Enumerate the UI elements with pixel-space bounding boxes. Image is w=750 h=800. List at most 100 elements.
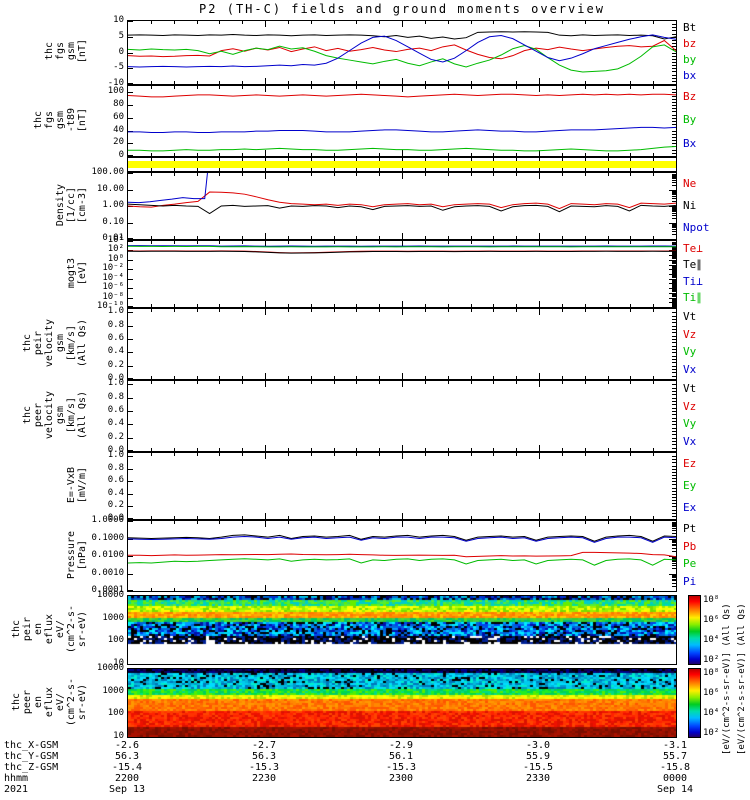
- x-axis-tick: [630, 381, 632, 384]
- x-axis-tick: [493, 241, 495, 244]
- x-axis-tick: [219, 241, 221, 244]
- panel-legend: Ez Ey Ex: [683, 452, 733, 518]
- axis-value: 0000: [662, 773, 688, 784]
- y-minor-tick: [672, 229, 676, 231]
- series-lines: [128, 521, 676, 591]
- y-minor-tick: [672, 194, 676, 196]
- x-axis-tick: [150, 381, 152, 384]
- plot-title: P2 (TH-C) fields and ground moments over…: [199, 2, 605, 16]
- y-minor-tick: [672, 130, 676, 132]
- x-axis-tick: [493, 516, 495, 519]
- y-axis-tick: [128, 173, 133, 174]
- x-axis-tick: [402, 453, 403, 459]
- x-axis-tick: [242, 81, 244, 84]
- x-axis-tick: [607, 153, 609, 156]
- x-axis-tick: [265, 150, 266, 156]
- x-axis-tick: [356, 521, 358, 524]
- y-minor-tick: [672, 291, 676, 293]
- x-axis-tick: [493, 168, 495, 171]
- x-axis-tick: [470, 588, 472, 591]
- legend-item: Ni: [683, 198, 697, 212]
- y-minor-tick: [672, 281, 676, 283]
- y-minor-tick: [672, 282, 676, 283]
- x-axis-tick: [242, 309, 244, 312]
- y-minor-tick: [672, 404, 676, 406]
- y-tick-label: 0.0010: [91, 567, 124, 578]
- axis-value: -15.5: [522, 762, 554, 773]
- x-axis-tick: [539, 233, 540, 239]
- x-axis-tick: [584, 309, 586, 312]
- x-axis-tick: [333, 521, 335, 524]
- x-axis-tick: [493, 448, 495, 451]
- y-axis-tick: [128, 143, 133, 145]
- side-label-line: fgs: [44, 110, 55, 130]
- x-axis-tick: [402, 301, 403, 307]
- y-axis-tick: [128, 241, 133, 242]
- panel-side-label: thc peer velocity gsm [km/s] (All Qs): [22, 380, 88, 450]
- x-axis-tick: [379, 376, 381, 379]
- x-axis-tick: [516, 521, 518, 524]
- x-axis-tick: [630, 304, 632, 307]
- x-axis-tick: [219, 168, 221, 171]
- y-minor-tick: [672, 557, 676, 559]
- x-axis-tick: [310, 173, 312, 176]
- x-axis-tick: [630, 516, 632, 519]
- x-axis-tick: [493, 81, 495, 84]
- y-axis-tick: [128, 397, 133, 399]
- x-axis-tick: [310, 81, 312, 84]
- legend-item: Ti∥: [683, 291, 702, 305]
- y-major-tick: [669, 269, 676, 271]
- y-major-tick: [669, 573, 676, 575]
- x-axis-tick: [287, 453, 289, 456]
- x-axis-tick: [196, 168, 198, 171]
- colorbar-tick-label: 10⁴: [703, 708, 720, 718]
- y-minor-tick: [672, 397, 676, 399]
- x-axis-tick: [173, 153, 175, 156]
- x-axis-tick: [265, 165, 266, 171]
- x-axis-tick: [584, 453, 586, 456]
- y-axis-tick: [128, 424, 133, 426]
- x-axis-tick: [539, 373, 540, 379]
- side-label-line: eflux: [44, 613, 55, 645]
- x-axis-tick: [447, 173, 449, 176]
- x-axis-tick: [196, 381, 198, 384]
- x-axis-tick: [265, 453, 266, 459]
- x-axis-tick: [561, 381, 563, 384]
- x-axis-tick: [630, 173, 632, 176]
- y-minor-tick: [672, 55, 676, 57]
- y-major-tick: [669, 288, 676, 290]
- y-minor-tick: [672, 89, 676, 91]
- x-axis-tick: [379, 81, 381, 84]
- x-axis-tick: [561, 516, 563, 519]
- x-axis-tick: [561, 304, 563, 307]
- x-axis-tick: [356, 153, 358, 156]
- y-minor-tick: [672, 478, 676, 480]
- x-axis-tick: [630, 453, 632, 456]
- x-axis-tick: [653, 304, 655, 307]
- x-axis-tick: [402, 86, 403, 92]
- side-label-line: thc: [22, 333, 33, 353]
- y-minor-tick: [672, 484, 676, 486]
- y-minor-tick: [672, 95, 676, 97]
- x-axis-tick: [379, 168, 381, 171]
- axis-value: -3.0: [525, 740, 551, 751]
- x-axis-tick: [653, 381, 655, 384]
- side-label-line: peir: [22, 616, 33, 642]
- axis-value: -2.9: [388, 740, 414, 751]
- side-label-line: [km/s]: [66, 324, 77, 362]
- x-axis-tick: [424, 448, 426, 451]
- x-axis-tick: [356, 21, 358, 24]
- y-minor-tick: [672, 332, 676, 334]
- y-minor-tick: [672, 111, 676, 113]
- x-axis-tick: [379, 453, 381, 456]
- y-minor-tick: [672, 184, 676, 186]
- x-axis-tick: [607, 453, 609, 456]
- x-axis-tick: [493, 376, 495, 379]
- x-axis-tick: [219, 173, 221, 176]
- y-minor-tick: [672, 24, 676, 26]
- x-axis-tick: [150, 21, 152, 24]
- y-minor-tick: [672, 71, 676, 73]
- y-tick-label: 20: [113, 137, 124, 148]
- x-axis-tick: [379, 86, 381, 89]
- y-minor-tick: [672, 329, 676, 330]
